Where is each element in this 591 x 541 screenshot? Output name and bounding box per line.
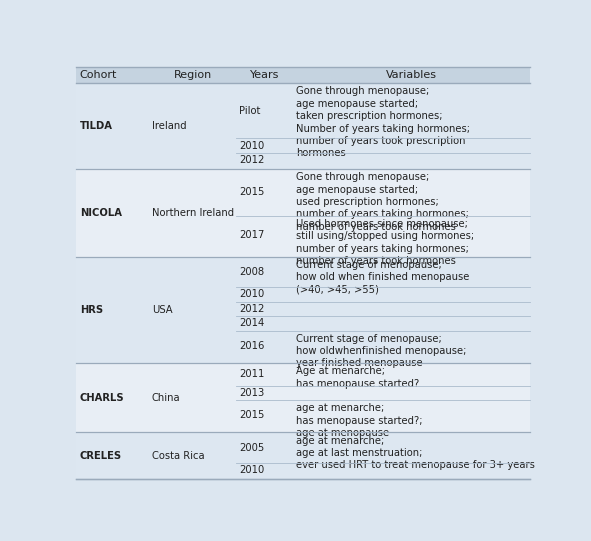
Text: 2015: 2015 (239, 410, 264, 420)
Text: USA: USA (152, 305, 173, 315)
Text: 2016: 2016 (239, 341, 264, 351)
Text: NICOLA: NICOLA (80, 208, 122, 217)
Text: Northern Ireland: Northern Ireland (152, 208, 234, 217)
Text: 2011: 2011 (239, 370, 264, 379)
Text: Years: Years (251, 70, 280, 80)
Text: 2010: 2010 (239, 289, 264, 299)
Text: Gone through menopause;
age menopause started;
used prescription hormones;
numbe: Gone through menopause; age menopause st… (296, 172, 469, 232)
Bar (76, 256, 530, 363)
Text: China: China (152, 393, 180, 403)
Text: 2012: 2012 (239, 155, 264, 165)
Text: 2010: 2010 (239, 465, 264, 476)
Text: 2014: 2014 (239, 318, 264, 328)
Text: Variables: Variables (386, 70, 437, 80)
Text: 2010: 2010 (239, 141, 264, 150)
Text: Region: Region (174, 70, 212, 80)
Text: 2005: 2005 (239, 443, 264, 453)
Text: 2012: 2012 (239, 304, 264, 314)
Text: Current stage of menopause;
how old when finished menopause
(>40, >45, >55): Current stage of menopause; how old when… (296, 260, 469, 294)
Text: age at menarche;
has menopause started?;
age at menopause: age at menarche; has menopause started?;… (296, 403, 423, 438)
Text: Ireland: Ireland (152, 121, 186, 131)
Text: Age at menarche;
has menopause started?: Age at menarche; has menopause started? (296, 366, 419, 388)
Text: Current stage of menopause;
how oldwhenfinished menopause;
year finished menopau: Current stage of menopause; how oldwhenf… (296, 334, 466, 368)
Text: age at menarche;
age at last menstruation;
ever used HRT to treat menopause for : age at menarche; age at last menstruatio… (296, 436, 535, 471)
Text: HRS: HRS (80, 305, 103, 315)
Text: 2015: 2015 (239, 187, 264, 197)
Text: CRELES: CRELES (80, 451, 122, 461)
Bar (76, 67, 530, 83)
Bar (76, 432, 530, 479)
Bar (76, 169, 530, 256)
Text: 2008: 2008 (239, 267, 264, 277)
Bar (76, 83, 530, 169)
Text: 2013: 2013 (239, 388, 264, 398)
Text: CHARLS: CHARLS (80, 393, 125, 403)
Text: TILDA: TILDA (80, 121, 113, 131)
Text: Costa Rica: Costa Rica (152, 451, 204, 461)
Text: 2017: 2017 (239, 230, 264, 240)
Text: Used hormones since menopause;
still using/stopped using hormones;
number of yea: Used hormones since menopause; still usi… (296, 219, 474, 266)
Text: Gone through menopause;
age menopause started;
taken prescription hormones;
Numb: Gone through menopause; age menopause st… (296, 87, 470, 159)
Text: Cohort: Cohort (80, 70, 117, 80)
Text: Pilot: Pilot (239, 106, 260, 116)
Bar (76, 363, 530, 432)
